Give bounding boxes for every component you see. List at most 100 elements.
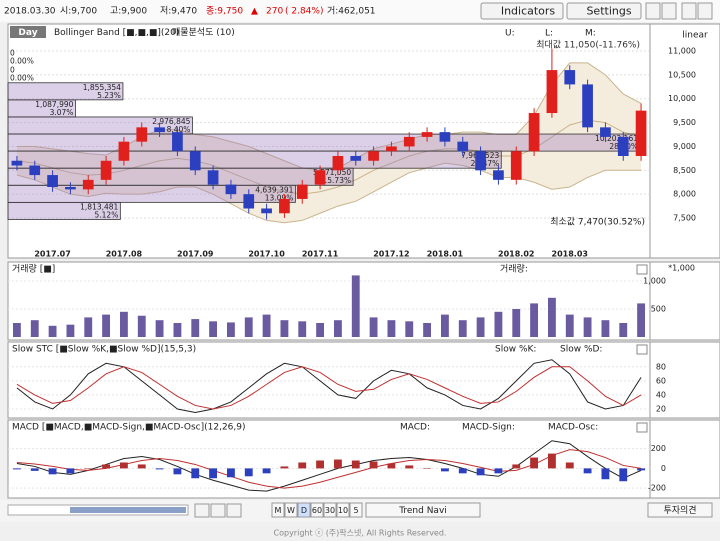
candle-body (635, 110, 647, 156)
period-button-label: D (301, 506, 307, 515)
indicator-bar (333, 459, 342, 469)
y-tick-label: 40 (656, 390, 666, 399)
header-date: 2018.03.30 (4, 7, 56, 17)
indicator-bar (351, 460, 360, 469)
period-button[interactable] (284, 502, 298, 518)
indicator-bar (48, 325, 57, 337)
candle-body (617, 136, 629, 156)
candle-body (29, 165, 41, 176)
period-button-label: 10 (338, 506, 348, 515)
zoom-out[interactable] (210, 503, 226, 518)
y-tick-label: 1,000 (643, 277, 666, 286)
zoom-in[interactable] (194, 503, 210, 518)
scroll-thumb[interactable] (70, 507, 186, 513)
indicator-bar (84, 317, 93, 337)
candle-body (564, 70, 576, 85)
indicator-bar (458, 320, 467, 337)
close-button[interactable] (636, 344, 648, 355)
indicator-bar (601, 468, 610, 480)
indicator-bar (119, 311, 128, 337)
y-tick-label: 60 (656, 376, 666, 385)
y-tick-label: 10,000 (668, 94, 696, 103)
min-label: 최소값 7,470(30.52%) (550, 216, 645, 228)
period-badge (10, 26, 46, 38)
x-tick-label: 2017.12 (373, 250, 409, 259)
period-button-label: 5 (353, 506, 358, 515)
period-button[interactable] (349, 502, 363, 518)
indicator-bar (530, 303, 539, 337)
indicator-bar (583, 317, 592, 337)
indicator-bar (262, 314, 271, 337)
tool-button[interactable] (661, 2, 677, 20)
tool-button[interactable] (645, 2, 661, 20)
candle-body (296, 184, 308, 199)
trend-button[interactable] (365, 502, 481, 518)
indicator-bar (476, 317, 485, 337)
candle-body (314, 170, 326, 185)
trend-label: Trend Navi (398, 506, 447, 516)
indicators-button[interactable] (480, 2, 564, 20)
indicator-bar (137, 464, 146, 469)
indicator-bar (476, 468, 485, 476)
candle-body (243, 194, 255, 209)
indicator-bar (280, 320, 289, 337)
period-button[interactable] (336, 502, 350, 518)
tool-button[interactable] (697, 2, 713, 20)
period-button[interactable] (271, 502, 285, 518)
period-button[interactable] (310, 502, 324, 518)
profile-volume: 0 (10, 66, 15, 75)
y-tick-label: 20 (656, 404, 666, 413)
period-button[interactable] (297, 502, 311, 518)
x-tick-label: 2017.11 (302, 250, 339, 259)
indicator-bar (173, 323, 182, 337)
header-low: 저:9,470 (160, 6, 197, 17)
settings-label: Settings (586, 5, 631, 18)
profile-pct: 15.73% (323, 176, 352, 185)
indicator-bar (30, 468, 39, 471)
indicator-bar (66, 324, 75, 337)
y-tick-label: 0 (661, 464, 666, 473)
indicator-bar (226, 322, 235, 337)
profile-volume: 4,639,391 (255, 185, 293, 194)
scale-label: linear (682, 31, 708, 41)
candle-body (118, 141, 130, 161)
indicator-bar (209, 321, 218, 337)
candle-body (368, 151, 379, 161)
indicator-bar (458, 468, 467, 474)
indicator-line (16, 359, 642, 413)
header-close: 종:9,750 (206, 6, 243, 17)
candle-body (189, 151, 201, 171)
tool-button[interactable] (681, 2, 697, 20)
header-arrow: ▲ (251, 7, 258, 17)
indicator-panel (7, 261, 651, 341)
candle-body (528, 113, 540, 152)
bollinger-label: Bollinger Band [■,■,■](20) (54, 28, 179, 38)
indicator-bar (547, 297, 556, 337)
indicator-panel (7, 419, 651, 499)
period-button[interactable] (323, 502, 337, 518)
candle-body (100, 160, 112, 180)
close-button[interactable] (636, 422, 648, 433)
close-button[interactable] (636, 264, 648, 275)
profile-volume: 1,087,990 (35, 100, 73, 109)
indicator-bar (119, 462, 128, 469)
y-tick-label: 8,000 (673, 190, 696, 199)
profile-volume: 2,976,845 (152, 117, 190, 126)
x-tick-label: 2017.10 (248, 250, 285, 259)
candle-body (475, 151, 486, 171)
indicator-bar (601, 320, 610, 337)
candle-body (457, 141, 469, 152)
profile-band (7, 184, 296, 203)
reset[interactable] (226, 503, 242, 518)
opinion-button[interactable] (647, 502, 713, 518)
marker-label: U: (505, 29, 515, 39)
profile-volume: 1,813,481 (80, 202, 118, 211)
indicator-bar (440, 314, 449, 337)
readout-label: Slow %K: (495, 345, 536, 355)
period-button-label: W (287, 506, 295, 515)
period-label: Day (18, 28, 37, 38)
marker-label: M: (585, 29, 596, 39)
unit-label: *1,000 (668, 264, 695, 273)
candle-body (172, 132, 183, 152)
settings-button[interactable] (566, 2, 642, 20)
